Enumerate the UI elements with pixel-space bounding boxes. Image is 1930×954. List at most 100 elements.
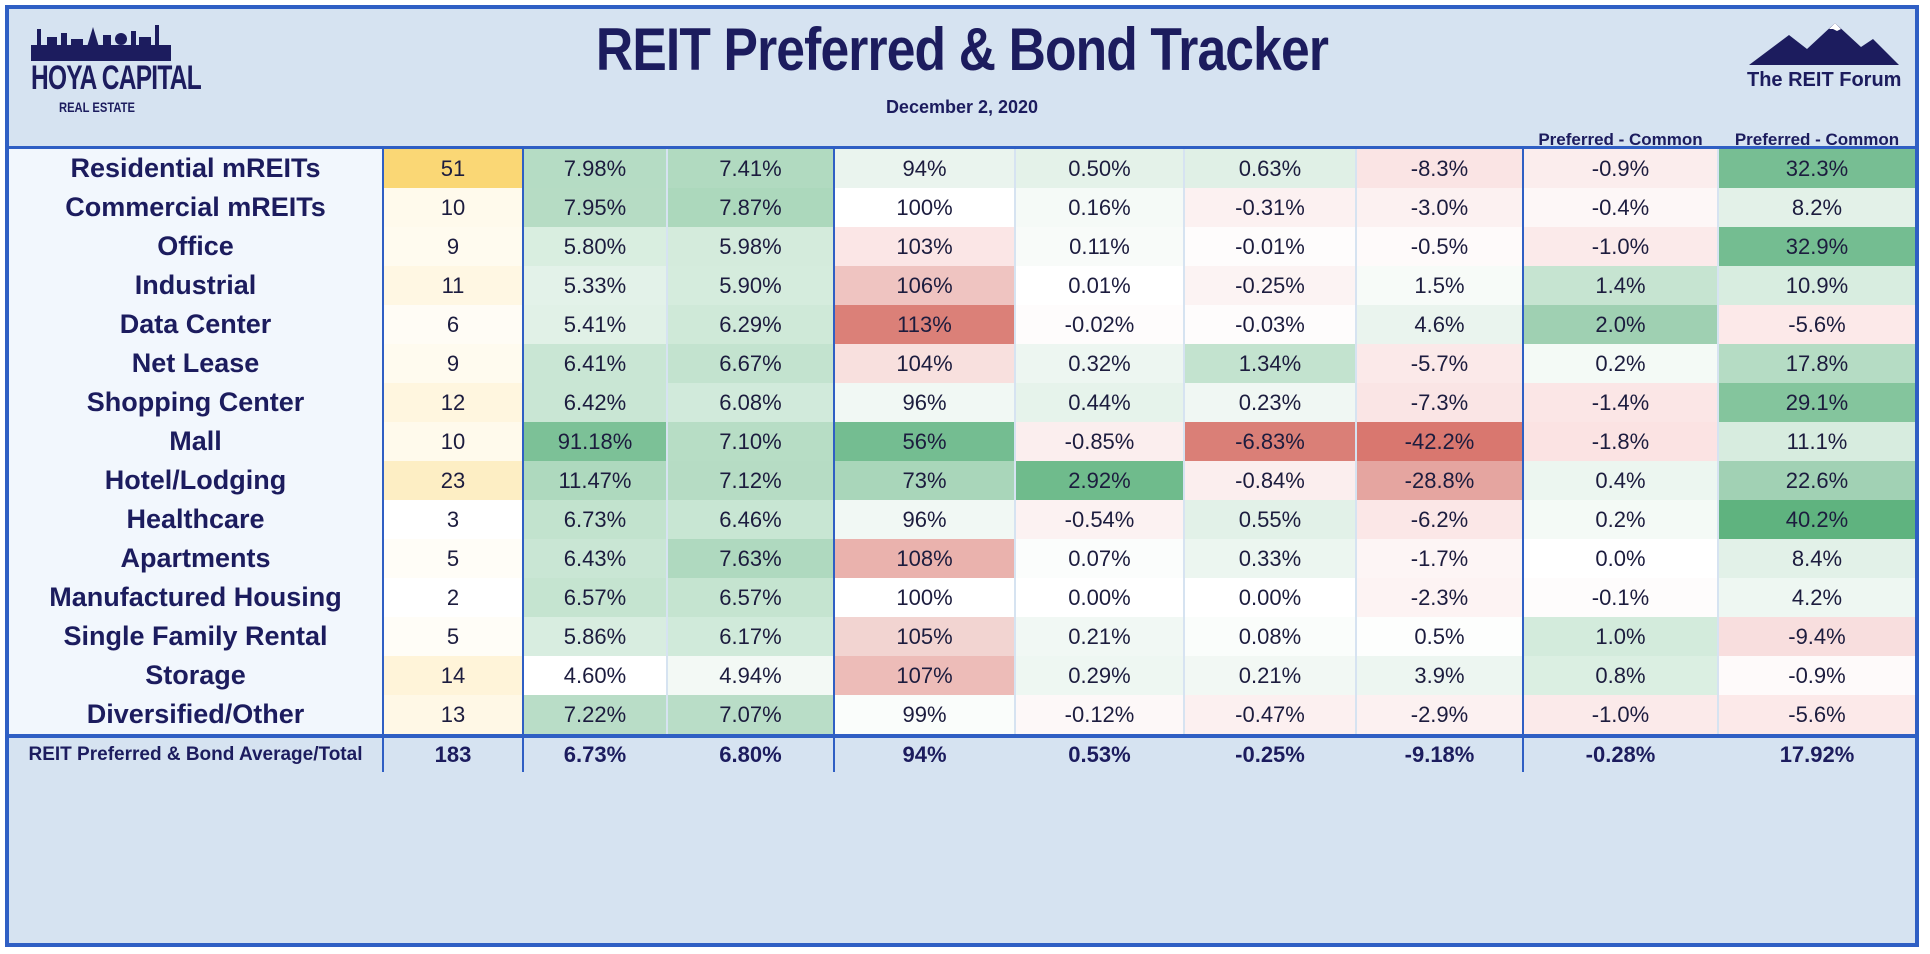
total-average-coupon: 6.80% xyxy=(668,738,833,772)
logo-left-line2: REAL ESTATE xyxy=(59,99,135,115)
logo-right-text: The REIT Forum xyxy=(1747,69,1902,91)
cell-average-coupon: 7.41% xyxy=(668,149,833,188)
cell-pref-common-daily: 0.2% xyxy=(1524,500,1717,539)
table-row: Residential mREITs 51 7.98% 7.41% 94% 0.50% 0.… xyxy=(9,149,1915,188)
sector-name: Manufactured Housing xyxy=(9,578,382,617)
table-row: Net Lease 9 6.41% 6.67% 104% 0.32% 1.34% -5.7% 0… xyxy=(9,344,1915,383)
cell-total-issues: 10 xyxy=(384,188,522,227)
cell-percent-of-par: 96% xyxy=(835,383,1014,422)
total-average-yield: 6.73% xyxy=(524,738,666,772)
table-row: Data Center 6 5.41% 6.29% 113% -0.02% -0.03% 4.… xyxy=(9,305,1915,344)
cell-pref-common-daily: -0.9% xyxy=(1524,149,1717,188)
divider xyxy=(382,146,384,772)
table-row: Apartments 5 6.43% 7.63% 108% 0.07% 0.33% -1.7%… xyxy=(9,539,1915,578)
cell-average-yield: 5.41% xyxy=(524,305,666,344)
cell-average-yield: 5.80% xyxy=(524,227,666,266)
sector-name: Industrial xyxy=(9,266,382,305)
cell-total-issues: 6 xyxy=(384,305,522,344)
cell-percent-of-par: 56% xyxy=(835,422,1014,461)
cell-day-performance: 0.16% xyxy=(1016,188,1183,227)
cell-average-yield: 5.86% xyxy=(524,617,666,656)
cell-total-issues: 12 xyxy=(384,383,522,422)
cell-pref-common-daily: -1.0% xyxy=(1524,227,1717,266)
cell-ytd-performance: -28.8% xyxy=(1357,461,1522,500)
table-row: Commercial mREITs 10 7.95% 7.87% 100% 0.16% -0… xyxy=(9,188,1915,227)
cell-day-performance: 0.11% xyxy=(1016,227,1183,266)
sector-name: Apartments xyxy=(9,539,382,578)
cell-week-performance: 0.00% xyxy=(1185,578,1355,617)
cell-total-issues: 13 xyxy=(384,695,522,734)
cell-week-performance: -0.47% xyxy=(1185,695,1355,734)
total-day-performance: 0.53% xyxy=(1016,738,1183,772)
cell-day-performance: -0.02% xyxy=(1016,305,1183,344)
cell-pref-common-daily: 0.2% xyxy=(1524,344,1717,383)
mountain-icon xyxy=(1749,23,1899,65)
cell-pref-common-ytd: -5.6% xyxy=(1719,305,1915,344)
cell-total-issues: 10 xyxy=(384,422,522,461)
cell-week-performance: -0.31% xyxy=(1185,188,1355,227)
cell-day-performance: 0.29% xyxy=(1016,656,1183,695)
cell-pref-common-ytd: 8.4% xyxy=(1719,539,1915,578)
cell-pref-common-daily: 1.4% xyxy=(1524,266,1717,305)
cell-pref-common-daily: 0.4% xyxy=(1524,461,1717,500)
cell-average-yield: 7.95% xyxy=(524,188,666,227)
cell-week-performance: 0.33% xyxy=(1185,539,1355,578)
cell-ytd-performance: -7.3% xyxy=(1357,383,1522,422)
cell-percent-of-par: 103% xyxy=(835,227,1014,266)
cell-week-performance: -0.25% xyxy=(1185,266,1355,305)
cell-day-performance: 2.92% xyxy=(1016,461,1183,500)
total-percent-of-par: 94% xyxy=(835,738,1014,772)
cell-average-coupon: 7.12% xyxy=(668,461,833,500)
cell-day-performance: 0.21% xyxy=(1016,617,1183,656)
cell-pref-common-daily: 0.0% xyxy=(1524,539,1717,578)
cell-average-coupon: 5.98% xyxy=(668,227,833,266)
cell-percent-of-par: 113% xyxy=(835,305,1014,344)
cell-average-yield: 4.60% xyxy=(524,656,666,695)
cell-ytd-performance: -8.3% xyxy=(1357,149,1522,188)
total-ytd-performance: -9.18% xyxy=(1357,738,1522,772)
cell-percent-of-par: 96% xyxy=(835,500,1014,539)
cell-ytd-performance: -2.9% xyxy=(1357,695,1522,734)
cell-ytd-performance: -3.0% xyxy=(1357,188,1522,227)
cell-average-yield: 6.42% xyxy=(524,383,666,422)
reit-forum-logo: The REIT Forum xyxy=(1739,21,1909,101)
cell-average-coupon: 7.63% xyxy=(668,539,833,578)
table-row: Storage 14 4.60% 4.94% 107% 0.29% 0.21% 3.9% 0.8… xyxy=(9,656,1915,695)
table-row: Shopping Center 12 6.42% 6.08% 96% 0.44% 0.23%… xyxy=(9,383,1915,422)
cell-pref-common-ytd: -9.4% xyxy=(1719,617,1915,656)
cell-week-performance: -6.83% xyxy=(1185,422,1355,461)
cell-pref-common-ytd: 4.2% xyxy=(1719,578,1915,617)
cell-average-yield: 7.22% xyxy=(524,695,666,734)
total-pref-common-daily: -0.28% xyxy=(1524,738,1717,772)
cell-day-performance: 0.07% xyxy=(1016,539,1183,578)
cell-week-performance: 0.08% xyxy=(1185,617,1355,656)
cell-ytd-performance: 3.9% xyxy=(1357,656,1522,695)
cell-week-performance: -0.01% xyxy=(1185,227,1355,266)
cell-average-yield: 7.98% xyxy=(524,149,666,188)
table-row: Healthcare 3 6.73% 6.46% 96% -0.54% 0.55% -6.2%… xyxy=(9,500,1915,539)
cell-day-performance: 0.50% xyxy=(1016,149,1183,188)
cell-average-yield: 11.47% xyxy=(524,461,666,500)
cell-percent-of-par: 100% xyxy=(835,188,1014,227)
divider xyxy=(833,146,835,772)
cell-ytd-performance: -1.7% xyxy=(1357,539,1522,578)
cell-week-performance: 0.21% xyxy=(1185,656,1355,695)
sector-name: Residential mREITs xyxy=(9,149,382,188)
cell-pref-common-daily: -0.1% xyxy=(1524,578,1717,617)
table-row: Single Family Rental 5 5.86% 6.17% 105% 0.21%… xyxy=(9,617,1915,656)
cell-average-yield: 6.41% xyxy=(524,344,666,383)
cell-average-coupon: 7.10% xyxy=(668,422,833,461)
sector-name: Commercial mREITs xyxy=(9,188,382,227)
cell-percent-of-par: 105% xyxy=(835,617,1014,656)
cell-day-performance: 0.32% xyxy=(1016,344,1183,383)
report-date: December 2, 2020 xyxy=(885,97,1039,117)
cell-average-yield: 91.18% xyxy=(524,422,666,461)
cell-average-coupon: 7.07% xyxy=(668,695,833,734)
cell-pref-common-daily: 2.0% xyxy=(1524,305,1717,344)
table-row: Manufactured Housing 2 6.57% 6.57% 100% 0.00%… xyxy=(9,578,1915,617)
divider xyxy=(1522,146,1524,772)
cell-day-performance: 0.00% xyxy=(1016,578,1183,617)
total-label: REIT Preferred & Bond Average/Total xyxy=(9,738,382,772)
divider xyxy=(9,734,1915,738)
header: HOYA CAPITAL REAL ESTATE REIT Preferred … xyxy=(9,9,1915,184)
